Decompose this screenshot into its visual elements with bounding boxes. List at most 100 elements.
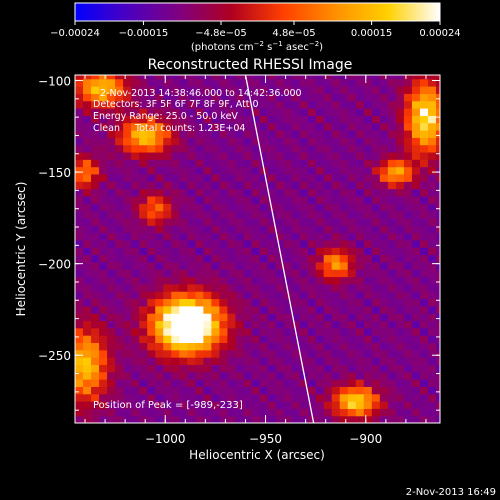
heatmap-cell xyxy=(163,239,172,248)
heatmap-cell xyxy=(419,276,429,285)
heatmap-cell xyxy=(251,137,261,146)
heatmap-cell xyxy=(83,342,92,351)
heatmap-cell xyxy=(235,173,245,182)
heatmap-cell xyxy=(363,129,373,138)
heatmap-cell xyxy=(75,393,84,402)
heatmap-cell xyxy=(363,408,373,417)
heatmap-cell xyxy=(187,269,196,278)
heatmap-cell xyxy=(395,217,405,226)
heatmap-cell xyxy=(315,386,325,395)
heatmap-cell xyxy=(83,349,92,358)
heatmap-cell xyxy=(355,371,365,380)
heatmap-cell xyxy=(331,379,341,387)
heatmap-cell xyxy=(411,203,421,212)
heatmap-cell xyxy=(435,305,440,314)
heatmap-cell xyxy=(203,320,212,329)
heatmap-cell xyxy=(179,78,188,87)
heatmap-cell xyxy=(355,254,365,263)
y-tick-label: −250 xyxy=(38,349,71,363)
heatmap-cell xyxy=(355,349,365,358)
heatmap-cell xyxy=(387,78,397,87)
heatmap-cell xyxy=(299,181,309,190)
heatmap-cell xyxy=(411,144,421,153)
heatmap-cell xyxy=(155,269,164,278)
heatmap-cell xyxy=(299,75,309,80)
heatmap-cell xyxy=(139,254,148,263)
heatmap-cell xyxy=(299,305,309,314)
heatmap-cell xyxy=(347,408,357,417)
heatmap-cell xyxy=(75,100,84,109)
heatmap-cell xyxy=(251,75,261,80)
heatmap-cell xyxy=(251,357,261,365)
heatmap-cell xyxy=(195,393,204,402)
heatmap-cell xyxy=(99,298,108,307)
heatmap-cell xyxy=(115,122,124,131)
heatmap-cell xyxy=(291,291,301,300)
heatmap-cell xyxy=(403,254,413,263)
heatmap-cell xyxy=(387,313,397,322)
heatmap-cell xyxy=(179,210,188,219)
heatmap-cell xyxy=(179,371,188,380)
heatmap-cell xyxy=(363,232,373,241)
heatmap-cell xyxy=(179,349,188,358)
heatmap-cell xyxy=(411,232,421,241)
heatmap-cell xyxy=(131,320,140,329)
heatmap-cell xyxy=(331,188,341,197)
heatmap-cell xyxy=(419,371,429,380)
heatmap-cell xyxy=(363,159,373,168)
heatmap-cell xyxy=(123,298,132,307)
heatmap-cell xyxy=(403,225,413,234)
heatmap-cell xyxy=(427,181,437,190)
heatmap-cell xyxy=(387,137,397,146)
heatmap-cell xyxy=(259,107,269,116)
heatmap-cell xyxy=(155,122,164,131)
heatmap-cell xyxy=(387,181,397,190)
heatmap-cell xyxy=(267,401,277,409)
heatmap-cell xyxy=(331,313,341,322)
heatmap-cell xyxy=(291,276,301,285)
heatmap-cell xyxy=(219,232,229,241)
heatmap-cell xyxy=(227,188,237,197)
heatmap-cell xyxy=(227,166,237,175)
heatmap-cell xyxy=(379,181,389,190)
heatmap-cell xyxy=(107,327,116,336)
heatmap-cell xyxy=(131,415,140,423)
heatmap-cell xyxy=(147,129,156,138)
heatmap-cell xyxy=(251,254,261,263)
heatmap-cell xyxy=(211,393,220,402)
heatmap-cell xyxy=(147,335,156,344)
heatmap-cell xyxy=(267,78,277,87)
heatmap-cell xyxy=(139,217,148,226)
heatmap-cell xyxy=(411,129,421,138)
heatmap-cell xyxy=(171,357,180,365)
heatmap-cell xyxy=(363,85,373,94)
heatmap-cell xyxy=(387,335,397,344)
heatmap-cell xyxy=(299,261,309,270)
heatmap-cell xyxy=(355,357,365,365)
heatmap-cell xyxy=(211,313,220,322)
heatmap-cell xyxy=(371,379,381,387)
heatmap-cell xyxy=(115,291,124,300)
heatmap-cell xyxy=(227,85,237,94)
heatmap-cell xyxy=(291,225,301,234)
heatmap-cell xyxy=(123,247,132,256)
heatmap-cell xyxy=(363,261,373,270)
heatmap-cell xyxy=(107,188,116,197)
heatmap-cell xyxy=(179,247,188,256)
heatmap-cell xyxy=(435,159,440,168)
heatmap-cell xyxy=(403,100,413,109)
heatmap-cell xyxy=(139,276,148,285)
heatmap-cell xyxy=(83,122,92,131)
heatmap-cell xyxy=(235,85,245,94)
heatmap-cell xyxy=(283,379,293,387)
heatmap-cell xyxy=(411,276,421,285)
heatmap-cell xyxy=(307,75,317,80)
heatmap-cell xyxy=(299,393,309,402)
heatmap-cell xyxy=(131,173,140,182)
heatmap-cell xyxy=(187,313,196,322)
heatmap-cell xyxy=(219,93,229,102)
heatmap-cell xyxy=(291,379,301,387)
heatmap-cell xyxy=(115,78,124,87)
heatmap-cell xyxy=(243,291,253,300)
heatmap-cell xyxy=(275,100,285,109)
